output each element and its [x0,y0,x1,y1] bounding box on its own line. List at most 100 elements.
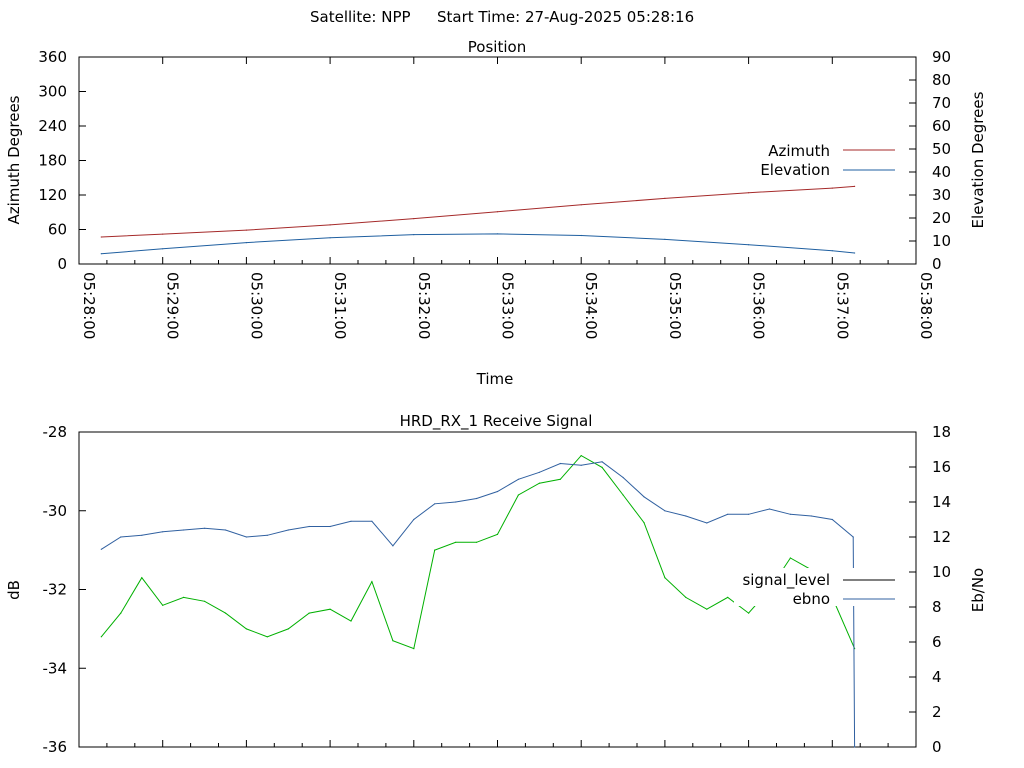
position-x-tick-label: 05:34:00 [582,272,600,339]
position-series-layer [100,185,856,255]
position-x-axis-label: Time [476,370,514,388]
receive-signal-chart: HRD_RX_1 Receive Signal -28 -30 -32 -34 -36 0… [5,412,987,756]
data-point-signal-level [392,640,394,642]
data-point-elevation [748,244,750,246]
data-point-ebno [100,548,102,550]
data-point-signal-level [120,612,122,614]
data-point-ebno [664,510,666,512]
position-x-tick-label: 05:28:00 [80,272,98,339]
signal-y-tick-label: -34 [43,659,68,677]
signal-y-tick-label: -30 [43,502,68,520]
data-point-signal-level [245,628,247,630]
data-point-azimuth [162,233,164,235]
position-y2-tick-label: 40 [932,163,951,181]
signal-legend: signal_level ebno [734,568,898,608]
data-point-ebno [748,513,750,515]
data-point-ebno [266,534,268,536]
data-point-signal-level [643,522,645,524]
data-point-ebno [538,471,541,473]
data-point-ebno [831,518,833,521]
data-point-azimuth [413,218,415,220]
data-point-ebno [120,536,122,538]
data-point-ebno [329,525,331,528]
position-y-axis-label: Azimuth Degrees [5,95,23,224]
data-point-elevation [831,250,833,252]
data-point-elevation [580,234,582,237]
data-point-ebno [434,503,436,505]
data-point-ebno [455,501,457,503]
signal-y2-tick-label: 10 [932,563,951,581]
legend-background [734,568,898,606]
data-point-ebno [580,464,582,466]
data-point-ebno [727,513,729,515]
position-x-tick-label: 05:31:00 [331,272,349,339]
data-point-signal-level [329,608,331,610]
signal-y2-tick-label: 2 [932,703,942,721]
data-point-azimuth [854,185,856,187]
data-point-ebno [854,746,856,748]
position-y2-tick-label: 80 [932,71,951,89]
data-point-elevation [100,253,102,255]
position-y2-tick-label: 90 [932,48,951,66]
data-point-ebno [559,462,561,465]
data-point-ebno [789,513,792,515]
satellite-label: Satellite: NPP [310,8,411,26]
data-point-signal-level [266,636,268,638]
position-y2-tick-label: 50 [932,140,951,158]
data-point-elevation [854,252,856,254]
data-point-elevation [329,237,331,239]
data-point-signal-level [204,600,206,602]
data-point-signal-level [308,612,310,614]
signal-y-tick-label: -36 [43,738,68,756]
position-y2-tick-label: 0 [932,255,942,273]
data-point-signal-level [350,620,352,622]
data-point-ebno [706,522,708,524]
data-point-ebno [308,525,310,528]
data-point-ebno [517,478,520,480]
data-point-elevation [413,234,415,236]
position-x-tick-label: 05:32:00 [415,272,433,339]
data-point-azimuth [329,224,331,226]
data-point-ebno [413,518,415,521]
data-point-signal-level [538,482,541,484]
signal-y2-tick-label: 14 [932,493,951,511]
position-y2-tick-label: 30 [932,186,951,204]
position-x-tick-label: 05:33:00 [499,272,517,339]
data-point-signal-level [706,608,708,610]
legend-label-elevation: Elevation [760,161,830,179]
data-point-signal-level [371,581,373,583]
signal-y-tick-label: -32 [43,581,68,599]
data-point-elevation [496,233,499,235]
data-point-ebno [496,490,499,493]
data-point-ebno [224,529,227,531]
position-x-tick-label: 05:35:00 [666,272,684,339]
position-chart: Position 0 60 120 180 240 300 360 0 10 20 30 40 50 60… [5,38,987,388]
data-point-signal-level [476,541,478,543]
data-point-ebno [350,520,352,522]
data-point-signal-level [685,596,687,599]
data-point-signal-level [100,636,102,638]
position-x-tick-label: 05:37:00 [833,272,851,339]
signal-y2-tick-label: 6 [932,633,942,651]
signal-series-layer [100,454,856,748]
data-point-signal-level [727,596,729,599]
signal-ticks: -28 -30 -32 -34 -36 0 2 4 6 8 10 12 14 16 18 [43,423,952,756]
data-point-ebno [204,527,206,529]
position-x-tick-label: 05:30:00 [247,272,265,339]
series-line-signal-level [100,454,856,650]
data-point-signal-level [224,612,227,614]
data-point-signal-level [162,604,164,606]
data-point-ebno [287,529,289,531]
data-point-elevation [162,248,164,250]
position-ticks: 0 60 120 180 240 300 360 0 10 20 30 40 50 60 70 80 90 05:… [38,48,951,339]
position-y2-tick-label: 60 [932,117,951,135]
data-point-signal-level [434,549,436,551]
series-line-ebno [101,461,856,748]
position-y2-tick-label: 70 [932,94,951,112]
data-point-signal-level [287,628,289,630]
position-y2-tick-label: 10 [932,232,951,250]
data-point-signal-level [664,577,666,579]
data-point-azimuth [831,187,833,189]
data-point-azimuth [496,211,499,213]
